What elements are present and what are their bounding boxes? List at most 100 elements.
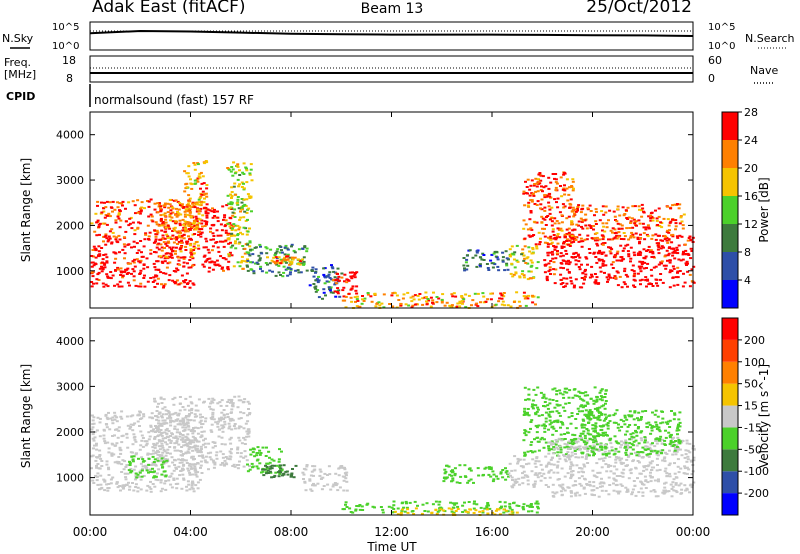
data-cell <box>655 457 659 460</box>
data-cell <box>649 219 653 222</box>
data-cell <box>183 190 187 193</box>
data-cell <box>139 285 143 288</box>
data-cell <box>666 254 670 257</box>
data-cell <box>105 426 109 429</box>
data-cell <box>557 222 561 225</box>
data-cell <box>197 449 200 452</box>
data-cell <box>595 396 599 399</box>
data-cell <box>98 435 102 438</box>
data-cell <box>176 200 180 203</box>
data-cell <box>587 415 591 418</box>
data-cell <box>526 278 530 281</box>
data-cell <box>613 465 616 468</box>
data-cell <box>212 466 216 469</box>
data-cell <box>661 491 665 494</box>
data-cell <box>226 401 230 403</box>
data-cell <box>256 467 260 470</box>
data-cell <box>526 504 529 507</box>
data-cell <box>434 509 438 511</box>
data-cell <box>292 249 296 252</box>
data-cell <box>120 471 124 473</box>
data-cell <box>615 237 619 240</box>
data-cell <box>574 427 578 430</box>
data-cell <box>203 459 207 462</box>
data-cell <box>503 269 507 272</box>
data-cell <box>132 279 136 282</box>
data-cell <box>227 238 231 241</box>
data-cell <box>672 418 676 421</box>
data-cell <box>573 284 576 287</box>
data-cell <box>523 453 527 456</box>
data-cell <box>233 395 237 398</box>
data-cell <box>621 462 625 465</box>
data-cell <box>305 250 309 253</box>
data-cell <box>530 261 534 264</box>
data-cell <box>169 252 173 255</box>
data-cell <box>286 258 290 261</box>
data-cell <box>598 249 602 252</box>
data-cell <box>655 442 659 445</box>
data-cell <box>671 204 675 207</box>
data-cell <box>638 240 642 243</box>
data-cell <box>374 305 378 308</box>
data-cell <box>491 511 495 514</box>
data-cell <box>686 458 690 461</box>
data-cell <box>102 254 106 256</box>
data-cell <box>270 259 274 262</box>
data-cell <box>188 238 191 241</box>
data-cell <box>671 265 675 268</box>
data-cell <box>176 414 180 417</box>
data-cell <box>181 406 185 408</box>
data-cell <box>248 173 252 176</box>
data-cell <box>247 402 251 405</box>
data-cell <box>522 291 526 294</box>
data-cell <box>325 280 329 283</box>
data-cell <box>192 204 196 207</box>
data-cell <box>527 234 531 237</box>
data-cell <box>681 253 685 256</box>
data-cell <box>595 236 599 239</box>
data-cell <box>640 215 644 218</box>
data-cell <box>443 468 447 471</box>
data-cell <box>130 470 133 473</box>
nsky-series-line <box>89 29 694 37</box>
data-cell <box>603 413 607 416</box>
data-cell <box>138 212 142 215</box>
data-cell <box>238 183 242 186</box>
data-cell <box>438 509 442 512</box>
data-cell <box>246 269 250 272</box>
data-cell <box>641 222 645 225</box>
data-cell <box>590 273 593 276</box>
data-cell <box>512 484 516 487</box>
data-cell <box>156 416 160 419</box>
data-cell <box>533 480 537 483</box>
data-cell <box>591 489 595 492</box>
data-cell <box>182 429 186 432</box>
data-cell <box>142 245 146 248</box>
data-cell <box>612 210 616 213</box>
data-cell <box>685 472 689 475</box>
data-cell <box>163 482 167 485</box>
data-cell <box>505 264 509 267</box>
data-cell <box>160 416 164 419</box>
data-cell <box>103 266 107 269</box>
data-cell <box>634 494 638 497</box>
data-cell <box>165 413 168 416</box>
data-cell <box>172 270 176 272</box>
data-cell <box>189 465 193 468</box>
data-cell <box>690 484 694 486</box>
data-cell <box>529 211 533 214</box>
data-cell <box>192 427 195 429</box>
data-cell <box>176 269 180 272</box>
data-cell <box>561 423 565 426</box>
data-cell <box>453 467 457 470</box>
data-cell <box>445 301 449 304</box>
data-cell <box>248 412 252 414</box>
data-cell <box>530 199 534 202</box>
data-cell <box>227 232 231 235</box>
data-cell <box>550 421 554 424</box>
data-cell <box>660 226 664 229</box>
data-cell <box>175 230 179 233</box>
data-cell <box>600 399 604 402</box>
